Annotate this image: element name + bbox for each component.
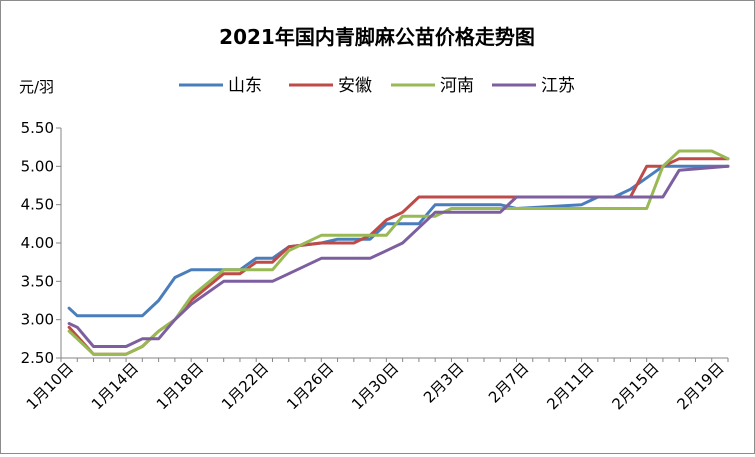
x-tick-label: 2月19日: [674, 359, 728, 413]
legend-label: 江苏: [541, 76, 575, 96]
y-tick-label: 3.00: [21, 311, 54, 329]
series-line-0: [67, 164, 730, 318]
legend: 山东 安徽 河南 江苏: [179, 76, 575, 96]
x-tick-label: 2月15日: [608, 359, 662, 413]
series-line-3: [67, 164, 730, 348]
y-axis-label: 元/羽: [19, 78, 54, 96]
x-tick-label: 1月22日: [218, 359, 272, 413]
y-tick-label: 5.50: [21, 119, 54, 137]
x-tick-label: 2月3日: [420, 359, 467, 406]
legend-label: 河南: [440, 76, 474, 96]
chart-title: 2021年国内青脚麻公苗价格走势图: [219, 25, 535, 49]
x-axis: 1月10日 1月14日 1月18日 1月22日 1月26日 1月30日 2月3日 2月7日 2月…: [23, 357, 729, 413]
legend-label: 安徽: [338, 76, 372, 96]
x-tick-label: 2月11日: [543, 359, 597, 413]
y-tick-label: 3.50: [21, 272, 54, 290]
x-tick-label: 1月18日: [153, 359, 207, 413]
x-tick-label: 1月10日: [23, 359, 77, 413]
y-axis: 2.50 3.00 3.50 4.00 4.50 5.00 5.50: [21, 119, 62, 367]
y-tick-label: 5.00: [21, 157, 54, 175]
legend-label: 山东: [228, 76, 262, 96]
y-tick-label: 2.50: [21, 349, 54, 367]
series-line-2: [67, 149, 730, 356]
plot-area: [67, 149, 730, 356]
x-tick-label: 1月26日: [283, 359, 337, 413]
x-tick-label: 2月7日: [485, 359, 532, 406]
y-tick-label: 4.00: [21, 234, 54, 252]
y-tick-label: 4.50: [21, 196, 54, 214]
x-tick-label: 1月30日: [348, 359, 402, 413]
x-tick-label: 1月14日: [88, 359, 142, 413]
